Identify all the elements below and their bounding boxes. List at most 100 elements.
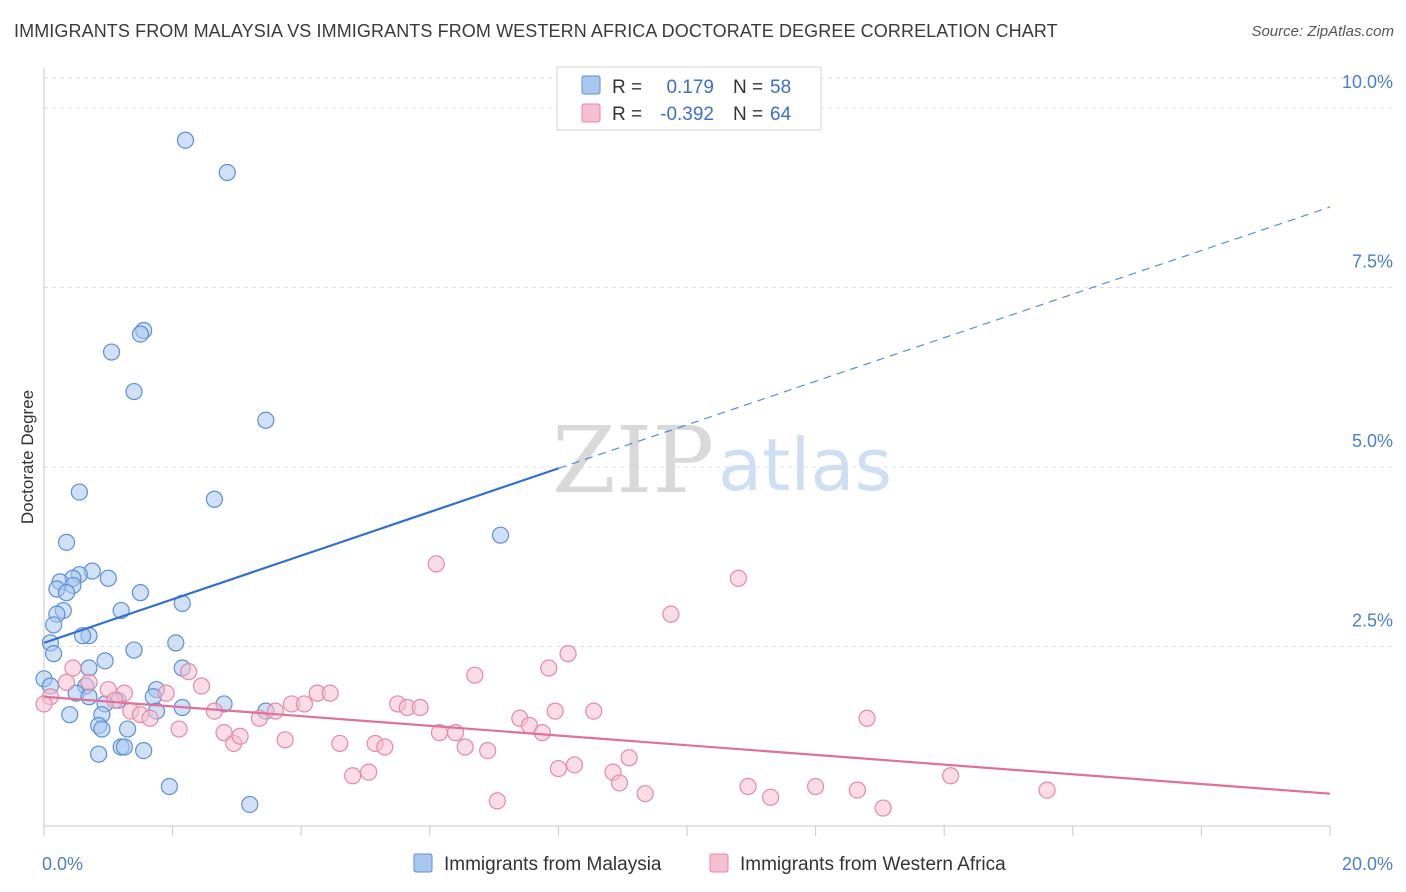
point-western-africa-30 bbox=[376, 738, 394, 756]
chart-title: IMMIGRANTS FROM MALAYSIA VS IMMIGRANTS F… bbox=[14, 21, 1058, 41]
point-western-africa-7 bbox=[106, 691, 124, 709]
point-malaysia-0 bbox=[176, 131, 195, 149]
y-tick-label-3: 10.0% bbox=[1342, 72, 1393, 92]
trend-line-malaysia-extension bbox=[558, 206, 1331, 469]
point-malaysia-9 bbox=[491, 526, 510, 544]
point-western-africa-18 bbox=[231, 727, 249, 745]
point-malaysia-55 bbox=[90, 745, 108, 763]
series-legend-label-malaysia: Immigrants from Malaysia bbox=[444, 854, 662, 875]
point-western-africa-61 bbox=[874, 799, 892, 817]
point-western-africa-38 bbox=[466, 666, 484, 684]
point-malaysia-40 bbox=[80, 688, 98, 706]
axes: 2.5% 5.0% 7.5% 10.0% 0.0% 20.0% bbox=[42, 68, 1393, 874]
point-western-africa-8 bbox=[157, 684, 175, 702]
series-legend-swatch-malaysia bbox=[413, 853, 433, 873]
point-western-africa-56 bbox=[739, 777, 757, 796]
point-western-africa-59 bbox=[848, 781, 866, 799]
point-malaysia-47 bbox=[61, 706, 79, 724]
point-western-africa-62 bbox=[942, 767, 960, 785]
legend-swatch-malaysia bbox=[581, 75, 601, 95]
point-western-africa-28 bbox=[360, 763, 378, 781]
point-western-africa-20 bbox=[266, 702, 285, 720]
point-western-africa-55 bbox=[729, 569, 748, 587]
stats-legend: R = 0.179 N = 58 R = -0.392 N = 64 bbox=[556, 66, 822, 131]
point-western-africa-9 bbox=[180, 663, 198, 681]
legend-r-label-0: R = bbox=[612, 77, 642, 98]
series-legend-swatch-western-africa bbox=[709, 853, 729, 873]
point-western-africa-48 bbox=[565, 756, 584, 774]
point-western-africa-27 bbox=[344, 767, 362, 785]
trend-lines bbox=[43, 206, 1331, 795]
point-western-africa-58 bbox=[806, 777, 825, 796]
point-malaysia-1 bbox=[218, 163, 236, 182]
point-western-africa-35 bbox=[427, 555, 445, 573]
point-malaysia-29 bbox=[125, 641, 143, 659]
point-western-africa-21 bbox=[276, 731, 294, 749]
point-malaysia-18 bbox=[57, 584, 76, 602]
point-western-africa-49 bbox=[585, 702, 603, 720]
legend-n-label-1: N = bbox=[733, 104, 763, 125]
point-malaysia-57 bbox=[241, 795, 259, 814]
watermark-atlas: atlas bbox=[718, 423, 892, 507]
point-western-africa-40 bbox=[488, 792, 506, 810]
point-western-africa-33 bbox=[411, 698, 429, 717]
stats-legend-box bbox=[556, 66, 822, 131]
legend-r-value-1: -0.392 bbox=[660, 104, 714, 125]
point-western-africa-4 bbox=[80, 673, 98, 691]
point-malaysia-56 bbox=[160, 777, 178, 796]
point-western-africa-54 bbox=[662, 605, 680, 623]
point-malaysia-31 bbox=[96, 652, 114, 670]
point-malaysia-30 bbox=[45, 645, 63, 663]
watermark-zip: ZIP bbox=[552, 407, 714, 514]
point-malaysia-4 bbox=[102, 343, 121, 361]
point-western-africa-60 bbox=[858, 709, 876, 727]
y-tick-label-0: 2.5% bbox=[1352, 610, 1393, 630]
point-malaysia-24 bbox=[45, 616, 63, 634]
point-malaysia-10 bbox=[57, 533, 76, 551]
grid-lines bbox=[44, 77, 1392, 647]
y-tick-label-1: 5.0% bbox=[1352, 431, 1393, 451]
point-malaysia-7 bbox=[70, 483, 88, 501]
point-western-africa-3 bbox=[57, 673, 76, 691]
point-western-africa-2 bbox=[64, 659, 82, 677]
point-western-africa-46 bbox=[549, 759, 568, 778]
series-legend: Immigrants from Malaysia Immigrants from… bbox=[413, 853, 1006, 875]
point-western-africa-37 bbox=[456, 738, 474, 756]
point-western-africa-16 bbox=[215, 724, 233, 742]
x-tick-label-1: 20.0% bbox=[1342, 854, 1393, 874]
point-western-africa-43 bbox=[533, 724, 551, 742]
point-malaysia-5 bbox=[125, 382, 143, 401]
point-malaysia-50 bbox=[93, 720, 111, 738]
point-malaysia-19 bbox=[131, 584, 150, 602]
legend-n-value-0: 58 bbox=[770, 77, 791, 98]
point-western-africa-47 bbox=[559, 645, 577, 663]
watermark: ZIP atlas bbox=[552, 407, 892, 514]
trend-line-western-africa bbox=[43, 695, 1331, 795]
point-western-africa-1 bbox=[35, 695, 53, 713]
point-western-africa-45 bbox=[546, 702, 564, 720]
legend-r-value-0: 0.179 bbox=[666, 77, 714, 98]
legend-r-label-1: R = bbox=[612, 104, 642, 125]
point-malaysia-51 bbox=[118, 720, 137, 738]
point-western-africa-23 bbox=[295, 695, 314, 713]
point-western-africa-25 bbox=[321, 684, 339, 702]
point-malaysia-28 bbox=[167, 634, 185, 652]
point-malaysia-8 bbox=[205, 490, 223, 508]
data-points bbox=[35, 131, 1056, 817]
x-tick-label-0: 0.0% bbox=[42, 854, 83, 874]
point-western-africa-10 bbox=[192, 677, 211, 695]
legend-swatch-western-africa bbox=[581, 103, 601, 123]
source-label: Source: ZipAtlas.com bbox=[1251, 23, 1394, 40]
y-axis-label: Doctorate Degree bbox=[18, 390, 37, 524]
point-malaysia-32 bbox=[80, 659, 98, 677]
point-western-africa-57 bbox=[761, 788, 780, 806]
legend-n-label-0: N = bbox=[733, 77, 763, 98]
y-tick-label-2: 7.5% bbox=[1352, 251, 1393, 271]
point-western-africa-51 bbox=[610, 774, 629, 792]
legend-n-value-1: 64 bbox=[770, 104, 792, 125]
point-western-africa-52 bbox=[620, 749, 638, 767]
series-legend-label-western-africa: Immigrants from Western Africa bbox=[740, 854, 1006, 875]
point-malaysia-14 bbox=[99, 569, 117, 587]
point-western-africa-26 bbox=[331, 734, 349, 753]
